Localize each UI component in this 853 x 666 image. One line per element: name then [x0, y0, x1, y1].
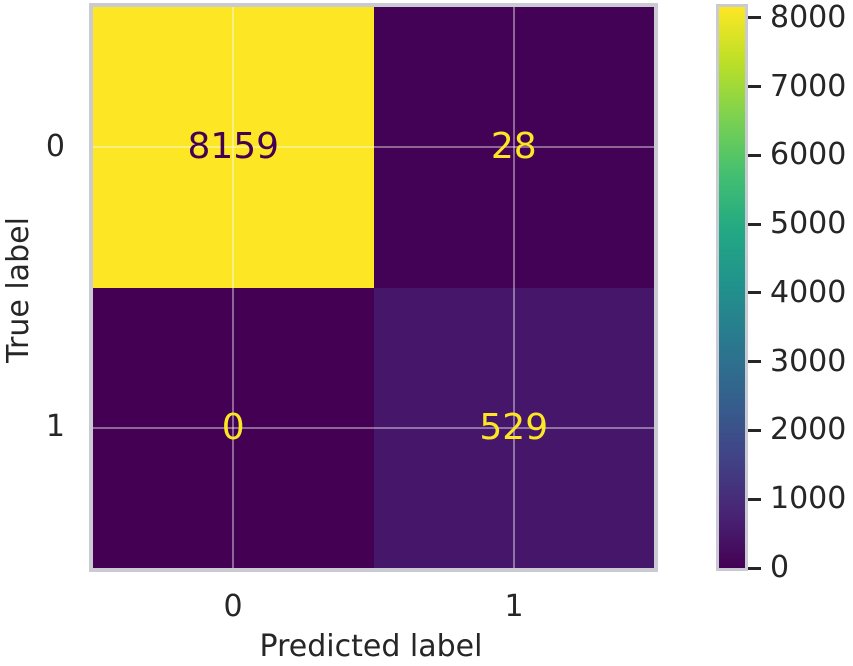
cell-value-true0-pred1: 28	[490, 126, 537, 168]
cell-value-true0-pred0: 8159	[187, 126, 280, 168]
x-tick-label-1: 1	[504, 589, 524, 624]
colorbar-tick-label: 1000	[770, 481, 847, 517]
colorbar-tick-mark	[748, 360, 761, 364]
colorbar-tick-label: 5000	[770, 206, 847, 242]
heatmap-image	[93, 7, 654, 568]
cell-true0-pred0	[93, 7, 374, 288]
cell-true1-pred0	[93, 287, 374, 568]
colorbar-tick-mark	[748, 428, 761, 432]
cell-value-true1-pred1: 529	[479, 406, 549, 448]
cell-true1-pred1	[373, 287, 654, 568]
colorbar-tick-mark	[748, 153, 761, 157]
gridline-vertical-0	[232, 7, 235, 568]
colorbar-tick-label: 6000	[770, 137, 847, 173]
cell-value-true1-pred0: 0	[221, 406, 245, 448]
y-tick-label-1: 1	[45, 409, 65, 444]
colorbar-gradient	[719, 7, 745, 568]
y-axis-label: True label	[1, 217, 36, 363]
colorbar-tick-mark	[748, 497, 761, 501]
colorbar-tick-mark	[748, 566, 761, 570]
colorbar-tick-label: 7000	[770, 68, 847, 104]
x-axis-label: Predicted label	[259, 629, 483, 664]
colorbar-tick-mark	[748, 85, 761, 89]
colorbar-tick-label: 4000	[770, 274, 847, 310]
colorbar-tick-label: 2000	[770, 412, 847, 448]
cell-true0-pred1	[373, 7, 654, 288]
x-tick-label-0: 0	[223, 589, 243, 624]
gridline-horizontal-0	[93, 146, 654, 149]
gridline-horizontal-1	[93, 426, 654, 429]
heatmap-axes: 8159 28 0 529	[89, 3, 658, 572]
colorbar-tick-mark	[748, 222, 761, 226]
colorbar	[716, 4, 748, 571]
colorbar-tick-label: 8000	[770, 0, 847, 35]
gridline-vertical-1	[512, 7, 515, 568]
colorbar-tick-mark	[748, 291, 761, 295]
y-tick-label-0: 0	[45, 129, 65, 164]
colorbar-tick-mark	[748, 16, 761, 20]
colorbar-tick-label: 0	[770, 550, 790, 585]
colorbar-tick-label: 3000	[770, 343, 847, 379]
